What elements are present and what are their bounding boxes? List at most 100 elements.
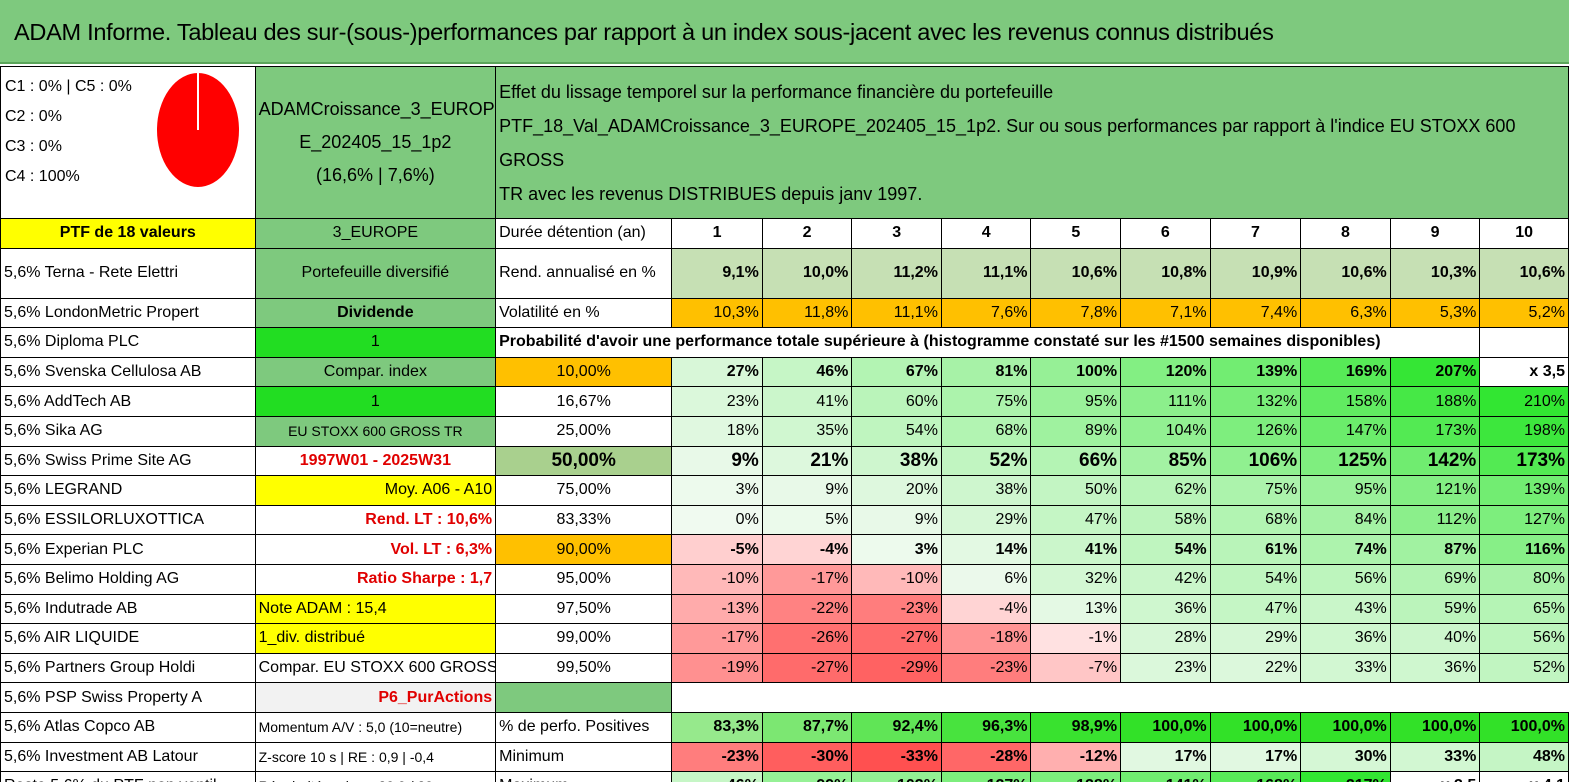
minimum-value: 17% — [1209, 741, 1302, 773]
performance-value: 28% — [1120, 623, 1211, 654]
info-cell: Momentum A/V : 5,0 (10=neutre) — [254, 711, 497, 743]
performance-value: -29% — [851, 652, 942, 684]
performance-value: 207% — [1389, 356, 1481, 388]
performance-value: 23% — [1120, 652, 1211, 684]
positive-value: 100,0% — [1479, 711, 1569, 743]
positive-value: 92,4% — [851, 711, 942, 743]
performance-value: 35% — [761, 415, 853, 447]
year-header: 10 — [1479, 218, 1569, 249]
performance-value: -5% — [671, 534, 763, 565]
performance-value: -27% — [851, 623, 942, 654]
description-line: PTF_18_Val_ADAMCroissance_3_EUROPE_20240… — [499, 115, 1516, 170]
performance-value: 60% — [851, 386, 942, 417]
performance-value: 38% — [851, 445, 942, 477]
info-cell: Ratio Sharpe : 1,7 — [254, 563, 497, 595]
volatility-value: 7,8% — [1030, 297, 1122, 329]
performance-value: 20% — [851, 475, 942, 506]
holding-label: 5,6% Partners Group Holdi — [0, 652, 256, 684]
performance-value: -23% — [851, 593, 942, 625]
probability-level: 95,00% — [495, 563, 673, 595]
probability-level: 99,50% — [495, 652, 673, 684]
holding-label: 5,6% Swiss Prime Site AG — [0, 445, 256, 477]
performance-value: 173% — [1479, 445, 1569, 477]
holding-label: Reste 5,6% du PTF non ventil. — [0, 771, 256, 782]
performance-value: 80% — [1479, 563, 1569, 595]
performance-value: 120% — [1120, 356, 1211, 388]
description-cell: Effet du lissage temporel sur la perform… — [495, 66, 1569, 219]
info-cell: Régularité croiss. : 20,0 / 20 — [254, 771, 497, 782]
info-cell: Compar. EU STOXX 600 GROSS TR — [254, 652, 497, 684]
return-value: 10,3% — [1389, 247, 1481, 299]
performance-value: -26% — [761, 623, 853, 654]
performance-value: -10% — [851, 563, 942, 595]
performance-value: -4% — [940, 593, 1032, 625]
return-value: 10,0% — [761, 247, 853, 299]
performance-value: -19% — [671, 652, 763, 684]
year-header: 7 — [1209, 218, 1302, 249]
volatility-value: 6,3% — [1300, 297, 1391, 329]
holding-label: 5,6% LEGRAND — [0, 475, 256, 506]
performance-value: 14% — [940, 534, 1032, 565]
duration-label: Durée détention (an) — [495, 218, 673, 249]
performance-value: 36% — [1389, 652, 1481, 684]
maximum-value: 127% — [940, 771, 1032, 782]
info-cell: 1 — [254, 327, 497, 358]
year-header: 5 — [1030, 218, 1122, 249]
performance-value: 41% — [1030, 534, 1122, 565]
portfolio-name: ADAMCroissance_3_EUROP — [258, 99, 495, 119]
holding-label: 5,6% Diploma PLC — [0, 327, 256, 358]
portfolio-perf: (16,6% | 7,6%) — [316, 165, 435, 185]
performance-value: 210% — [1479, 386, 1569, 417]
performance-value: 3% — [671, 475, 763, 506]
performance-value: 75% — [1209, 475, 1302, 506]
performance-value: 36% — [1300, 623, 1391, 654]
info-cell: Rend. LT : 10,6% — [254, 504, 497, 536]
performance-value: 3% — [851, 534, 942, 565]
performance-value: 68% — [1209, 504, 1302, 536]
performance-value: 147% — [1300, 415, 1391, 447]
performance-value: 75% — [940, 386, 1032, 417]
info-cell: Dividende — [254, 297, 497, 329]
probability-level: 16,67% — [495, 386, 673, 417]
performance-value: 62% — [1120, 475, 1211, 506]
performance-value: 59% — [1389, 593, 1481, 625]
info-cell: Moy. A06 - A10 — [254, 475, 497, 506]
performance-value: 81% — [940, 356, 1032, 388]
performance-value: 66% — [1030, 445, 1122, 477]
performance-value: 33% — [1300, 652, 1391, 684]
maximum-value: 217% — [1300, 771, 1391, 782]
volatility-value: 11,1% — [851, 297, 942, 329]
performance-value: 65% — [1479, 593, 1569, 625]
maximum-value: 103% — [851, 771, 942, 782]
minimum-value: -23% — [671, 741, 763, 773]
performance-value: x 3,5 — [1479, 356, 1569, 388]
probability-level: 10,00% — [495, 356, 673, 388]
performance-value: -13% — [671, 593, 763, 625]
minimum-value: 33% — [1389, 741, 1481, 773]
performance-value: 29% — [940, 504, 1032, 536]
holding-label: 5,6% Svenska Cellulosa AB — [0, 356, 256, 388]
positive-value: 100,0% — [1209, 711, 1302, 743]
year-header: 3 — [851, 218, 942, 249]
holding-label: 5,6% AddTech AB — [0, 386, 256, 417]
positive-value: 100,0% — [1389, 711, 1481, 743]
info-cell: 1_div. distribué — [254, 623, 497, 654]
performance-value: 9% — [851, 504, 942, 536]
minimum-value: -33% — [851, 741, 942, 773]
performance-value: 198% — [1479, 415, 1569, 447]
empty-cell — [672, 683, 1569, 713]
performance-value: 38% — [940, 475, 1032, 506]
maximum-value: 99% — [761, 771, 853, 782]
performance-value: -1% — [1030, 623, 1122, 654]
year-header: 4 — [940, 218, 1032, 249]
performance-value: 142% — [1389, 445, 1481, 477]
maximum-value: x 3,5 — [1389, 771, 1481, 782]
performance-value: 139% — [1479, 475, 1569, 506]
performance-value: 56% — [1479, 623, 1569, 654]
class-label: C4 : 100% — [5, 167, 80, 185]
performance-value: -27% — [761, 652, 853, 684]
performance-value: 68% — [940, 415, 1032, 447]
return-value: 9,1% — [671, 247, 763, 299]
holding-label: 5,6% PSP Swiss Property A — [0, 682, 256, 713]
performance-value: 158% — [1300, 386, 1391, 417]
